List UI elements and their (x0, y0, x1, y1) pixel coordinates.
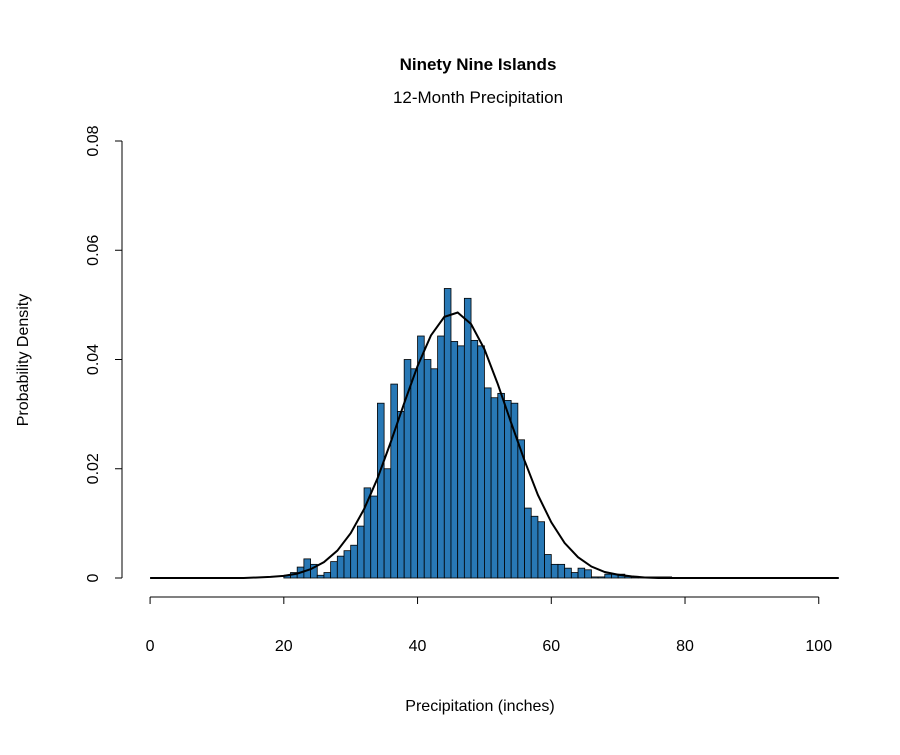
bar (383, 468, 392, 579)
bar (323, 572, 332, 579)
chart-title: Ninety Nine Islands (400, 55, 557, 74)
bar (530, 515, 539, 579)
bar (303, 558, 311, 579)
bar (604, 573, 612, 579)
x-tick-label: 80 (676, 638, 694, 655)
bar (443, 288, 452, 579)
bar (524, 507, 532, 579)
bar (310, 563, 318, 579)
bar (370, 495, 378, 579)
bar (577, 567, 586, 579)
bar (417, 335, 425, 579)
bar (390, 383, 398, 579)
bar (470, 339, 479, 579)
bar (497, 392, 505, 579)
bar (330, 561, 338, 579)
bar (477, 345, 485, 579)
bar (584, 569, 592, 579)
bar (544, 554, 552, 579)
density-curve (150, 311, 839, 579)
chart-subtitle: 12-Month Precipitation (393, 88, 563, 107)
x-tick-label: 100 (805, 638, 832, 655)
y-tick-label: 0.02 (85, 453, 102, 484)
bar (564, 567, 572, 579)
bar (484, 387, 492, 579)
bar (591, 576, 599, 579)
y-tick-label: 0.04 (85, 344, 102, 375)
bar (437, 335, 445, 579)
bar (550, 563, 559, 579)
y-tick-label: 0 (85, 573, 102, 582)
bar (356, 525, 365, 579)
bar (336, 555, 345, 579)
bar (377, 402, 385, 579)
bar (397, 410, 405, 579)
bar (410, 368, 418, 579)
y-tick-label: 0.06 (85, 235, 102, 266)
bar (430, 368, 439, 579)
bar (450, 341, 459, 579)
x-tick-label: 60 (542, 638, 560, 655)
bar (463, 297, 472, 579)
bar (350, 544, 358, 579)
bar (557, 563, 566, 579)
bar (537, 521, 545, 579)
x-tick-label: 20 (275, 638, 293, 655)
bar (597, 576, 606, 579)
bar (343, 550, 352, 579)
bar (423, 359, 432, 579)
x-tick-label: 0 (146, 638, 155, 655)
bar (490, 397, 499, 579)
y-tick-label: 0.08 (85, 125, 102, 156)
x-tick-label: 40 (409, 638, 427, 655)
bar (504, 400, 512, 579)
bar (316, 574, 325, 579)
bar (570, 572, 579, 579)
y-axis-label: Probability Density (15, 294, 32, 427)
x-axis-label: Precipitation (inches) (405, 698, 554, 715)
bar (457, 345, 465, 579)
